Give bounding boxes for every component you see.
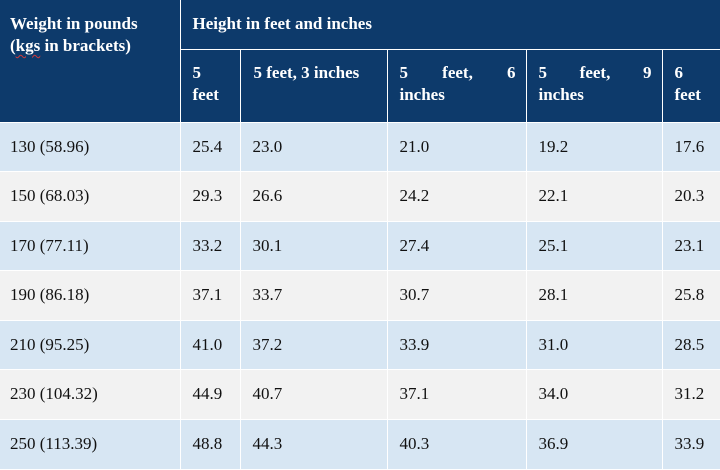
value-cell: 28.5	[662, 319, 720, 370]
value-cell: 25.4	[180, 121, 241, 172]
weight-cell: 130 (58.96)	[0, 121, 181, 172]
value-cell: 37.2	[240, 319, 388, 370]
table-row: 150 (68.03) 29.3 26.6 24.2 22.1 20.3	[0, 171, 720, 221]
value-cell: 25.8	[662, 270, 720, 320]
value-cell: 21.0	[387, 121, 527, 172]
value-cell: 40.7	[240, 369, 388, 419]
value-cell: 19.2	[526, 121, 663, 172]
weight-cell: 210 (95.25)	[0, 319, 181, 370]
weight-header-line2: (kgs in brackets)	[10, 36, 131, 55]
value-cell: 37.1	[387, 369, 527, 419]
height-header: Height in feet and inches	[180, 0, 720, 49]
table-row: 210 (95.25) 41.0 37.2 33.9 31.0 28.5	[0, 319, 720, 370]
value-cell: 44.9	[180, 369, 241, 419]
table-row: 230 (104.32) 44.9 40.7 37.1 34.0 31.2	[0, 369, 720, 419]
table-row: 250 (113.39) 48.8 44.3 40.3 36.9 33.9	[0, 418, 720, 469]
value-cell: 25.1	[526, 220, 663, 271]
value-cell: 34.0	[526, 369, 663, 419]
weight-cell: 230 (104.32)	[0, 369, 181, 419]
weight-cell: 250 (113.39)	[0, 418, 181, 469]
value-cell: 37.1	[180, 270, 241, 320]
value-cell: 23.0	[240, 121, 388, 172]
value-cell: 17.6	[662, 121, 720, 172]
value-cell: 30.1	[240, 220, 388, 271]
col-header-5ft: 5 feet	[180, 48, 241, 122]
value-cell: 44.3	[240, 418, 388, 469]
value-cell: 24.2	[387, 171, 527, 221]
value-cell: 30.7	[387, 270, 527, 320]
weight-cell: 170 (77.11)	[0, 220, 181, 271]
value-cell: 48.8	[180, 418, 241, 469]
col-header-5ft9in: 5 feet, 9 inches	[526, 48, 663, 122]
value-cell: 33.9	[387, 319, 527, 370]
spellcheck-underline: kgs	[15, 36, 41, 55]
value-cell: 31.2	[662, 369, 720, 419]
value-cell: 33.9	[662, 418, 720, 469]
value-cell: 26.6	[240, 171, 388, 221]
value-cell: 41.0	[180, 319, 241, 370]
value-cell: 31.0	[526, 319, 663, 370]
value-cell: 22.1	[526, 171, 663, 221]
weight-cell: 150 (68.03)	[0, 171, 181, 221]
value-cell: 28.1	[526, 270, 663, 320]
value-cell: 33.2	[180, 220, 241, 271]
value-cell: 36.9	[526, 418, 663, 469]
col-header-5ft3in: 5 feet, 3 inches	[240, 48, 388, 122]
weight-header: Weight in pounds (kgs in brackets)	[0, 0, 181, 122]
value-cell: 23.1	[662, 220, 720, 271]
table-row: 190 (86.18) 37.1 33.7 30.7 28.1 25.8	[0, 270, 720, 320]
table-row: 170 (77.11) 33.2 30.1 27.4 25.1 23.1	[0, 220, 720, 271]
value-cell: 27.4	[387, 220, 527, 271]
table-row: 130 (58.96) 25.4 23.0 21.0 19.2 17.6	[0, 121, 720, 172]
value-cell: 29.3	[180, 171, 241, 221]
col-header-6ft: 6 feet	[662, 48, 720, 122]
weight-cell: 190 (86.18)	[0, 270, 181, 320]
value-cell: 33.7	[240, 270, 388, 320]
weight-header-line1: Weight in pounds	[10, 14, 138, 33]
value-cell: 40.3	[387, 418, 527, 469]
value-cell: 20.3	[662, 171, 720, 221]
col-header-5ft6in: 5 feet, 6 inches	[387, 48, 527, 122]
